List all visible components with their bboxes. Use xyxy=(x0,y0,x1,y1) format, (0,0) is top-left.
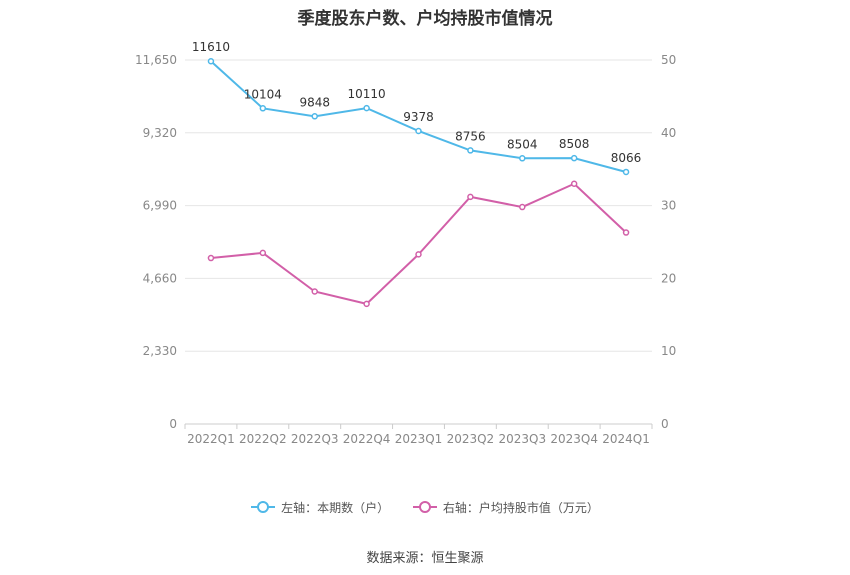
legend-line-left-icon xyxy=(251,501,276,513)
data-point-left xyxy=(207,57,215,65)
x-tick-label: 2023Q4 xyxy=(550,432,598,446)
right-tick-label: 0 xyxy=(661,417,669,431)
x-tick-label: 2023Q1 xyxy=(395,432,443,446)
legend: 左轴：本期数（户） 右轴：户均持股市值（万元） xyxy=(0,497,850,516)
data-label: 9378 xyxy=(403,110,434,124)
series-line-right xyxy=(210,182,627,305)
data-label: 10104 xyxy=(244,87,282,101)
data-point-left xyxy=(259,105,267,112)
data-point-left xyxy=(363,104,370,112)
left-tick-label: 0 xyxy=(169,417,177,431)
data-point-left xyxy=(415,127,422,135)
legend-item-right[interactable]: 右轴：户均持股市值（万元） xyxy=(412,499,599,516)
right-tick-label: 30 xyxy=(661,199,676,213)
series-points xyxy=(207,57,630,308)
data-source: 数据来源：恒生聚源 xyxy=(366,551,484,566)
legend-item-left[interactable]: 左轴：本期数（户） xyxy=(251,499,389,516)
data-point-left xyxy=(311,113,318,120)
data-point-right xyxy=(519,203,526,211)
data-point-left xyxy=(467,147,474,154)
data-label: 8066 xyxy=(611,151,642,165)
x-tick-label: 2023Q3 xyxy=(498,432,546,446)
data-point-right xyxy=(259,249,267,257)
data-labels: 11610 10104 9848 10110 9378 8756 8504 8508 8066 xyxy=(192,40,641,165)
left-tick-label: 4,660 xyxy=(143,271,177,285)
right-tick-label: 10 xyxy=(661,344,676,358)
legend-left-label: 左轴：本期数（户） xyxy=(281,500,390,515)
data-point-right xyxy=(311,288,318,295)
data-point-left xyxy=(519,155,526,162)
legend-right-label: 右轴：户均持股市值（万元） xyxy=(442,500,599,515)
left-tick-label: 9,320 xyxy=(143,126,177,140)
left-tick-label: 6,990 xyxy=(143,199,177,213)
x-axis-ticks: 2022Q1 2022Q2 2022Q3 2022Q4 2023Q1 2023Q2 2023… xyxy=(184,424,653,446)
data-label: 10110 xyxy=(348,87,386,101)
data-label: 8504 xyxy=(507,137,538,151)
x-tick-label: 2022Q3 xyxy=(291,432,339,446)
data-label: 9848 xyxy=(299,95,330,109)
data-label: 11610 xyxy=(192,40,230,54)
chart-title: 季度股东户数、户均持股市值情况 xyxy=(297,9,553,29)
x-tick-label: 2022Q4 xyxy=(343,432,391,446)
left-tick-label: 11,650 xyxy=(135,53,177,67)
data-label: 8756 xyxy=(455,129,486,143)
x-tick-label: 2022Q2 xyxy=(239,432,287,446)
data-point-left xyxy=(622,168,630,176)
legend-line-right-icon xyxy=(412,501,437,513)
data-point-right xyxy=(363,300,370,308)
left-tick-label: 2,330 xyxy=(143,344,177,358)
data-point-right xyxy=(622,229,630,236)
left-axis-ticks: 0 2,330 4,660 6,990 9,320 11,650 xyxy=(135,53,177,431)
right-tick-label: 20 xyxy=(661,271,676,285)
right-tick-label: 40 xyxy=(661,126,676,140)
data-point-right xyxy=(570,180,578,188)
right-tick-label: 50 xyxy=(661,53,676,67)
data-point-right xyxy=(467,193,474,201)
x-tick-label: 2023Q2 xyxy=(447,432,495,446)
x-tick-label: 2022Q1 xyxy=(187,432,235,446)
data-label: 8508 xyxy=(559,137,590,151)
x-tick-label: 2024Q1 xyxy=(602,432,650,446)
data-point-right xyxy=(207,254,215,262)
right-axis-ticks: 0 10 20 30 40 50 xyxy=(661,53,676,431)
data-point-left xyxy=(570,154,578,162)
data-point-right xyxy=(415,251,422,258)
